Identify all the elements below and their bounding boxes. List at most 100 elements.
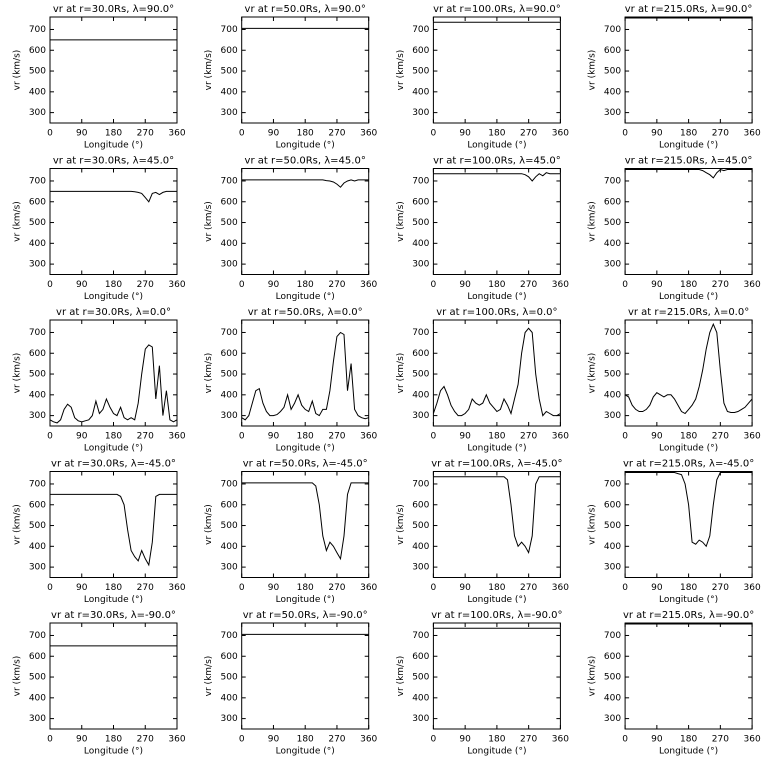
y-tick-label: 500 [221, 673, 238, 683]
x-axis-label: Longitude (°) [276, 444, 335, 454]
x-tick-label: 180 [297, 432, 314, 442]
y-tick-label: 500 [221, 521, 238, 531]
y-tick-label: 400 [604, 87, 621, 97]
x-tick-label: 0 [431, 583, 437, 593]
data-line [624, 322, 753, 415]
chart-title: vr at r=100.0Rs, λ=90.0° [433, 4, 561, 15]
chart-title: vr at r=50.0Rs, λ=45.0° [245, 156, 366, 167]
x-axis-label: Longitude (°) [659, 141, 718, 151]
x-tick-label: 270 [328, 583, 345, 593]
chart-title: vr at r=100.0Rs, λ=45.0° [433, 156, 561, 167]
data-line [49, 344, 178, 424]
chart-title: vr at r=215.0Rs, λ=-90.0° [623, 610, 754, 621]
x-tick-label: 90 [459, 432, 471, 442]
x-tick-label: 0 [622, 583, 628, 593]
y-tick-label: 400 [412, 542, 429, 552]
plot-frame [624, 622, 753, 730]
x-axis-label: Longitude (°) [84, 141, 143, 151]
y-tick-label: 300 [29, 714, 46, 724]
x-tick-label: 90 [268, 583, 280, 593]
x-tick-label: 180 [297, 735, 314, 745]
x-tick-label: 90 [651, 735, 663, 745]
y-tick-label: 500 [604, 218, 621, 228]
x-tick-label: 90 [76, 129, 88, 139]
y-tick-label: 700 [221, 479, 238, 489]
y-tick-label: 500 [29, 370, 46, 380]
y-tick-label: 600 [412, 197, 429, 207]
y-axis-label: vr (km/s) [13, 50, 23, 91]
y-tick-label: 700 [412, 479, 429, 489]
y-tick-label: 300 [29, 411, 46, 421]
y-tick-label: 600 [604, 46, 621, 56]
x-tick-label: 360 [360, 129, 377, 139]
x-tick-label: 360 [744, 280, 761, 290]
plot-frame [241, 16, 370, 124]
x-tick-label: 270 [520, 280, 537, 290]
x-tick-label: 360 [744, 129, 761, 139]
data-line [50, 493, 177, 567]
x-tick-label: 360 [360, 280, 377, 290]
x-tick-label: 90 [459, 583, 471, 593]
y-tick-label: 700 [29, 631, 46, 641]
y-tick-label: 500 [412, 370, 429, 380]
x-tick-label: 360 [168, 432, 185, 442]
x-tick-label: 180 [105, 280, 122, 290]
chart-title: vr at r=215.0Rs, λ=45.0° [625, 156, 753, 167]
plot-frame [241, 168, 370, 275]
y-tick-label: 600 [412, 652, 429, 662]
plot-frame [49, 471, 178, 578]
x-tick-label: 90 [651, 280, 663, 290]
x-tick-label: 0 [239, 583, 245, 593]
y-tick-label: 600 [29, 46, 46, 56]
x-tick-label: 90 [268, 280, 280, 290]
x-tick-label: 180 [105, 735, 122, 745]
y-tick-label: 300 [604, 108, 621, 118]
chart-title: vr at r=50.0Rs, λ=-90.0° [243, 610, 368, 621]
chart-title: vr at r=215.0Rs, λ=0.0° [628, 307, 749, 318]
x-tick-label: 90 [268, 735, 280, 745]
x-tick-label: 90 [459, 280, 471, 290]
y-tick-label: 500 [412, 67, 429, 77]
y-tick-label: 400 [29, 390, 46, 400]
x-axis-label: Longitude (°) [276, 141, 335, 151]
x-tick-label: 180 [488, 129, 505, 139]
y-axis-label: vr (km/s) [396, 656, 406, 697]
x-tick-label: 360 [168, 280, 185, 290]
y-tick-label: 600 [604, 500, 621, 510]
y-tick-label: 700 [29, 25, 46, 35]
y-axis-label: vr (km/s) [396, 504, 406, 545]
chart-title: vr at r=100.0Rs, λ=-90.0° [431, 610, 562, 621]
x-tick-label: 270 [520, 583, 537, 593]
plot-frame [49, 622, 178, 730]
plot-frame [49, 168, 178, 275]
y-tick-label: 400 [221, 693, 238, 703]
x-tick-label: 0 [47, 583, 53, 593]
plot-frame [49, 16, 178, 124]
y-tick-label: 400 [221, 87, 238, 97]
x-tick-label: 270 [712, 280, 729, 290]
y-axis-label: vr (km/s) [13, 353, 23, 394]
y-tick-label: 600 [221, 500, 238, 510]
y-tick-label: 700 [29, 479, 46, 489]
x-axis-label: Longitude (°) [276, 595, 335, 605]
x-tick-label: 360 [360, 735, 377, 745]
y-tick-label: 500 [29, 673, 46, 683]
x-tick-label: 270 [712, 432, 729, 442]
x-tick-label: 0 [239, 129, 245, 139]
y-tick-label: 300 [29, 108, 46, 118]
x-axis-label: Longitude (°) [659, 444, 718, 454]
y-tick-label: 500 [412, 521, 429, 531]
x-tick-label: 90 [268, 432, 280, 442]
y-tick-label: 500 [604, 673, 621, 683]
x-axis-label: Longitude (°) [84, 595, 143, 605]
chart-title: vr at r=30.0Rs, λ=-45.0° [51, 459, 176, 470]
x-tick-label: 180 [488, 583, 505, 593]
y-tick-label: 300 [412, 563, 429, 573]
x-tick-label: 270 [137, 432, 154, 442]
x-tick-label: 270 [328, 129, 345, 139]
y-tick-label: 300 [412, 108, 429, 118]
y-tick-label: 500 [29, 218, 46, 228]
x-axis-label: Longitude (°) [84, 747, 143, 757]
x-tick-label: 0 [47, 280, 53, 290]
y-tick-label: 400 [604, 693, 621, 703]
